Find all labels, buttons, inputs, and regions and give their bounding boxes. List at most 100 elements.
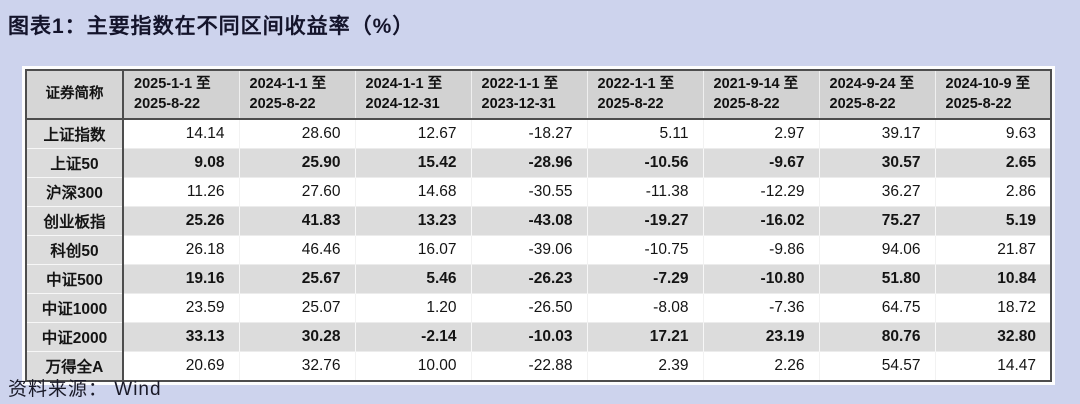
return-value-cell: -18.27 xyxy=(470,118,587,149)
return-value-cell: 9.08 xyxy=(122,148,239,178)
column-header-period: 2022-1-1 至 2023-12-31 xyxy=(470,70,587,121)
figure-title: 图表1：主要指数在不同区间收益率（%） xyxy=(8,15,415,38)
return-value-cell: -19.27 xyxy=(586,206,703,236)
return-value-cell: -7.29 xyxy=(586,264,703,294)
return-value-cell: 2.26 xyxy=(702,351,819,382)
table-row: 中证500 19.16 25.67 5.46 -26.23 -7.29 -10.80 51.8… xyxy=(26,264,1051,294)
return-value-cell: 41.83 xyxy=(238,206,355,236)
index-name-cell: 中证500 xyxy=(26,264,124,294)
table-row: 中证2000 33.13 30.28 -2.14 -10.03 17.21 23.19 80.… xyxy=(26,322,1051,352)
data-source: 资料来源： Wind xyxy=(8,379,162,400)
return-value-cell: 10.84 xyxy=(934,264,1051,294)
return-value-cell: 75.27 xyxy=(818,206,935,236)
return-value-cell: 26.18 xyxy=(122,235,239,265)
table-row: 上证50 9.08 25.90 15.42 -28.96 -10.56 -9.67 30.57… xyxy=(26,148,1051,178)
return-value-cell: 94.06 xyxy=(818,235,935,265)
return-value-cell: 5.19 xyxy=(934,206,1051,236)
index-name-cell: 上证指数 xyxy=(26,118,124,149)
return-value-cell: 12.67 xyxy=(354,118,471,149)
table-row: 万得全A 20.69 32.76 10.00 -22.88 2.39 2.26 54.57 14… xyxy=(26,351,1051,382)
return-value-cell: 32.80 xyxy=(934,322,1051,352)
return-value-cell: 1.20 xyxy=(354,293,471,323)
return-value-cell: 33.13 xyxy=(122,322,239,352)
return-value-cell: 14.68 xyxy=(354,177,471,207)
index-name-cell: 沪深300 xyxy=(26,177,124,207)
return-value-cell: 14.47 xyxy=(934,351,1051,382)
return-value-cell: 23.19 xyxy=(702,322,819,352)
index-name-cell: 创业板指 xyxy=(26,206,124,236)
table-header-row: 证券简称 2025-1-1 至 2025-8-22 2024-1-1 至 2025-8-… xyxy=(26,70,1051,121)
column-header-period: 2024-10-9 至 2025-8-22 xyxy=(934,70,1051,121)
return-value-cell: -9.67 xyxy=(702,148,819,178)
return-value-cell: -10.75 xyxy=(586,235,703,265)
return-value-cell: 20.69 xyxy=(122,351,239,382)
return-value-cell: 2.97 xyxy=(702,118,819,149)
return-value-cell: 5.11 xyxy=(586,118,703,149)
index-name-cell: 中证1000 xyxy=(26,293,124,323)
column-header-period: 2021-9-14 至 2025-8-22 xyxy=(702,70,819,121)
return-value-cell: 15.42 xyxy=(354,148,471,178)
return-value-cell: -2.14 xyxy=(354,322,471,352)
return-value-cell: 46.46 xyxy=(238,235,355,265)
return-value-cell: -8.08 xyxy=(586,293,703,323)
return-value-cell: -7.36 xyxy=(702,293,819,323)
column-header-period: 2024-1-1 至 2024-12-31 xyxy=(354,70,471,121)
return-value-cell: 32.76 xyxy=(238,351,355,382)
return-value-cell: 17.21 xyxy=(586,322,703,352)
return-value-cell: 28.60 xyxy=(238,118,355,149)
table-row: 沪深300 11.26 27.60 14.68 -30.55 -11.38 -12.29 36… xyxy=(26,177,1051,207)
return-value-cell: 18.72 xyxy=(934,293,1051,323)
index-name-cell: 万得全A xyxy=(26,351,124,382)
return-value-cell: -30.55 xyxy=(470,177,587,207)
column-header-security-name: 证券简称 xyxy=(26,70,124,121)
return-value-cell: -10.03 xyxy=(470,322,587,352)
column-header-period: 2025-1-1 至 2025-8-22 xyxy=(122,70,239,121)
return-value-cell: 25.67 xyxy=(238,264,355,294)
table-row: 上证指数 14.14 28.60 12.67 -18.27 5.11 2.97 39.17 9.… xyxy=(26,118,1051,149)
return-value-cell: 11.26 xyxy=(122,177,239,207)
return-value-cell: 9.63 xyxy=(934,118,1051,149)
return-value-cell: 2.39 xyxy=(586,351,703,382)
return-value-cell: 25.07 xyxy=(238,293,355,323)
returns-table: 证券简称 2025-1-1 至 2025-8-22 2024-1-1 至 2025-8-… xyxy=(25,69,1052,383)
column-header-period: 2022-1-1 至 2025-8-22 xyxy=(586,70,703,121)
return-value-cell: 54.57 xyxy=(818,351,935,382)
return-value-cell: 21.87 xyxy=(934,235,1051,265)
index-name-cell: 科创50 xyxy=(26,235,124,265)
return-value-cell: -11.38 xyxy=(586,177,703,207)
index-name-cell: 上证50 xyxy=(26,148,124,178)
return-value-cell: -26.50 xyxy=(470,293,587,323)
return-value-cell: 2.86 xyxy=(934,177,1051,207)
return-value-cell: 19.16 xyxy=(122,264,239,294)
index-name-cell: 中证2000 xyxy=(26,322,124,352)
table-row: 中证1000 23.59 25.07 1.20 -26.50 -8.08 -7.36 64.7… xyxy=(26,293,1051,323)
return-value-cell: 36.27 xyxy=(818,177,935,207)
return-value-cell: 16.07 xyxy=(354,235,471,265)
return-value-cell: 64.75 xyxy=(818,293,935,323)
return-value-cell: 10.00 xyxy=(354,351,471,382)
return-value-cell: -10.56 xyxy=(586,148,703,178)
return-value-cell: -22.88 xyxy=(470,351,587,382)
table-row: 科创50 26.18 46.46 16.07 -39.06 -10.75 -9.86 94.0… xyxy=(26,235,1051,265)
return-value-cell: 80.76 xyxy=(818,322,935,352)
return-value-cell: -16.02 xyxy=(702,206,819,236)
returns-table-wrapper: 证券简称 2025-1-1 至 2025-8-22 2024-1-1 至 2025-8-… xyxy=(22,66,1055,386)
return-value-cell: 25.90 xyxy=(238,148,355,178)
return-value-cell: 23.59 xyxy=(122,293,239,323)
return-value-cell: 25.26 xyxy=(122,206,239,236)
table-row: 创业板指 25.26 41.83 13.23 -43.08 -19.27 -16.02 75.… xyxy=(26,206,1051,236)
return-value-cell: 30.28 xyxy=(238,322,355,352)
return-value-cell: -43.08 xyxy=(470,206,587,236)
return-value-cell: 27.60 xyxy=(238,177,355,207)
return-value-cell: -26.23 xyxy=(470,264,587,294)
return-value-cell: 14.14 xyxy=(122,118,239,149)
return-value-cell: 2.65 xyxy=(934,148,1051,178)
column-header-period: 2024-9-24 至 2025-8-22 xyxy=(818,70,935,121)
return-value-cell: -28.96 xyxy=(470,148,587,178)
return-value-cell: 51.80 xyxy=(818,264,935,294)
return-value-cell: 30.57 xyxy=(818,148,935,178)
return-value-cell: -10.80 xyxy=(702,264,819,294)
return-value-cell: 39.17 xyxy=(818,118,935,149)
return-value-cell: -39.06 xyxy=(470,235,587,265)
